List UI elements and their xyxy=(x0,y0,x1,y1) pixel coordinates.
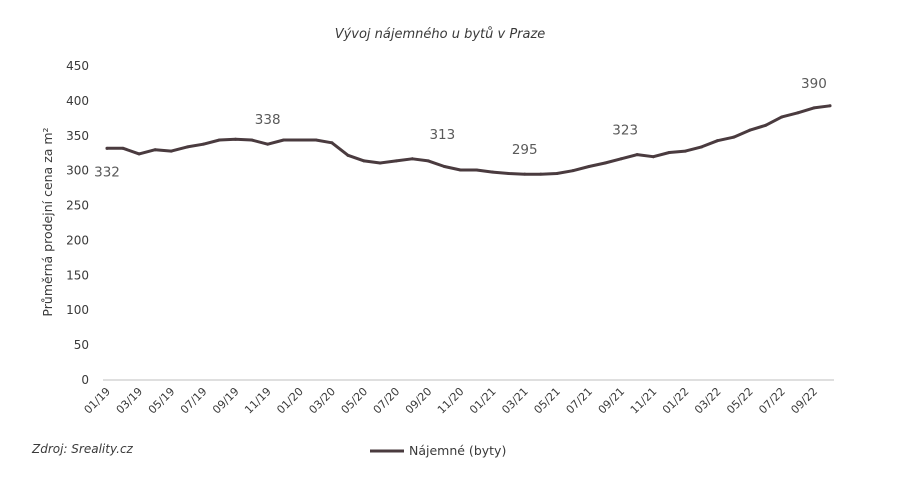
x-tick-label: 07/21 xyxy=(564,385,596,417)
x-tick-label: 03/19 xyxy=(114,385,146,417)
y-tick-label: 350 xyxy=(66,129,89,143)
y-tick-label: 200 xyxy=(66,233,89,247)
x-tick-label: 05/21 xyxy=(531,385,563,417)
x-tick-label: 05/19 xyxy=(146,385,178,417)
series-line-najemne xyxy=(105,104,832,176)
y-tick-label: 300 xyxy=(66,164,89,178)
y-tick-label: 100 xyxy=(66,303,89,317)
data-point xyxy=(153,148,157,152)
x-tick-label: 03/20 xyxy=(306,385,338,417)
data-point xyxy=(217,138,221,142)
source-note: Zdroj: Sreality.cz xyxy=(31,442,134,456)
data-point xyxy=(716,139,720,143)
x-tick-label: 09/19 xyxy=(210,385,242,417)
x-tick-label: 01/22 xyxy=(660,385,692,417)
data-label: 323 xyxy=(612,123,638,139)
data-point xyxy=(330,141,334,145)
x-tick-label: 01/21 xyxy=(467,385,499,417)
data-point xyxy=(266,142,270,146)
data-label: 332 xyxy=(94,164,120,180)
data-point xyxy=(619,157,623,161)
x-tick-label: 05/20 xyxy=(339,385,371,417)
data-point xyxy=(764,123,768,127)
data-label: 338 xyxy=(255,112,281,128)
data-label: 313 xyxy=(429,127,455,143)
data-point xyxy=(828,104,832,108)
chart-title: Vývoj nájemného u bytů v Praze xyxy=(335,27,546,42)
x-tick-label: 07/22 xyxy=(756,385,788,417)
data-label: 390 xyxy=(801,76,827,92)
x-tick-label: 03/21 xyxy=(499,385,531,417)
data-point xyxy=(201,142,205,146)
data-point xyxy=(298,138,302,142)
x-tick-label: 09/20 xyxy=(403,385,435,417)
data-point xyxy=(587,164,591,168)
x-tick-label: 03/22 xyxy=(692,385,724,417)
y-tick-label: 250 xyxy=(66,199,89,213)
x-tick-label: 07/19 xyxy=(178,385,210,417)
data-point xyxy=(137,152,141,156)
data-point xyxy=(507,171,511,175)
data-point xyxy=(603,161,607,165)
y-tick-label: 0 xyxy=(81,373,89,387)
data-point xyxy=(748,128,752,132)
data-point xyxy=(250,138,254,142)
x-tick-label: 07/20 xyxy=(371,385,403,417)
data-point xyxy=(362,159,366,163)
data-point xyxy=(699,145,703,149)
data-point xyxy=(780,115,784,119)
y-tick-label: 400 xyxy=(66,94,89,108)
y-tick-label: 150 xyxy=(66,268,89,282)
data-point xyxy=(121,146,125,150)
data-point xyxy=(635,153,639,157)
data-point xyxy=(732,135,736,139)
data-point xyxy=(571,169,575,173)
data-point xyxy=(314,138,318,142)
data-point xyxy=(185,145,189,149)
data-point xyxy=(426,159,430,163)
x-tick-label: 11/21 xyxy=(628,385,660,417)
data-label: 295 xyxy=(512,142,538,158)
data-point xyxy=(475,168,479,172)
data-point xyxy=(812,106,816,110)
y-tick-label: 50 xyxy=(74,338,89,352)
x-tick-label: 01/19 xyxy=(82,385,114,417)
data-point xyxy=(442,164,446,168)
data-point xyxy=(234,137,238,141)
data-point xyxy=(667,151,671,155)
legend-label: Nájemné (byty) xyxy=(409,443,506,458)
data-point xyxy=(491,170,495,174)
x-tick-label: 11/20 xyxy=(435,385,467,417)
x-tick-label: 09/22 xyxy=(788,385,820,417)
data-point xyxy=(394,159,398,163)
x-tick-label: 01/20 xyxy=(274,385,306,417)
data-point xyxy=(410,157,414,161)
series-points xyxy=(105,104,832,176)
data-labels: 332 338 313 295 323 390 xyxy=(94,76,827,180)
data-point xyxy=(458,168,462,172)
data-point xyxy=(523,172,527,176)
data-point xyxy=(555,171,559,175)
data-point xyxy=(651,155,655,159)
x-tick-label: 05/22 xyxy=(724,385,756,417)
data-point xyxy=(169,149,173,153)
data-point xyxy=(683,149,687,153)
x-tick-labels: 01/19 03/19 05/19 07/19 09/19 11/19 01/20 03/20… xyxy=(82,385,821,417)
y-tick-label: 450 xyxy=(66,59,89,73)
data-point xyxy=(105,146,109,150)
data-point xyxy=(796,111,800,115)
x-tick-label: 11/19 xyxy=(242,385,274,417)
y-tick-labels: 0 50 100 150 200 250 300 350 400 450 xyxy=(66,59,89,387)
data-point xyxy=(378,161,382,165)
x-tick-label: 09/21 xyxy=(596,385,628,417)
data-point xyxy=(282,138,286,142)
data-point xyxy=(539,172,543,176)
data-point xyxy=(346,153,350,157)
y-axis-label: Průměrná prodejní cena za m² xyxy=(40,127,55,316)
